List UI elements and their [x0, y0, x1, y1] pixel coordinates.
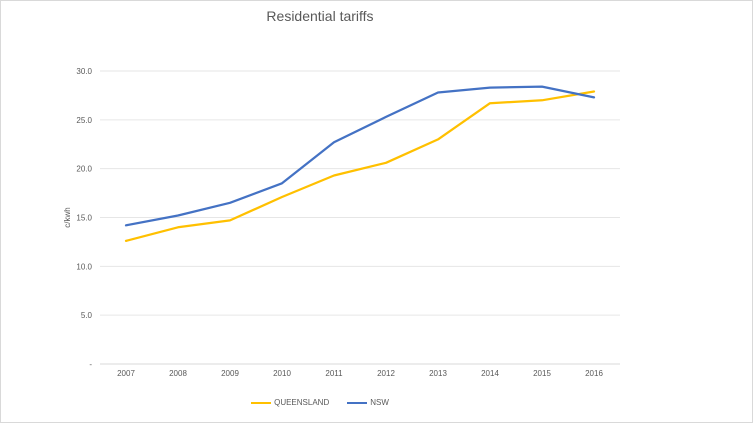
series-line-queensland	[124, 90, 596, 243]
x-tick-label: 2013	[429, 369, 447, 378]
y-tick-label: -	[89, 360, 92, 369]
x-tick-label: 2007	[117, 369, 135, 378]
x-tick-label: 2015	[533, 369, 551, 378]
x-tick-label: 2014	[481, 369, 499, 378]
y-tick-label: 10.0	[76, 262, 92, 271]
legend: QUEENSLAND NSW	[0, 398, 640, 407]
y-tick-label: 5.0	[81, 311, 93, 320]
legend-swatch	[347, 401, 368, 404]
legend-item-nsw: NSW	[347, 398, 389, 407]
y-axis-label: c/kwh	[63, 207, 72, 227]
x-tick-label: 2016	[585, 369, 603, 378]
legend-item-queensland: QUEENSLAND	[251, 398, 329, 407]
y-tick-label: 30.0	[76, 67, 92, 76]
y-tick-label: 15.0	[76, 214, 92, 223]
x-tick-label: 2009	[221, 369, 239, 378]
series-line-nsw	[124, 85, 596, 227]
x-tick-label: 2012	[377, 369, 395, 378]
x-tick-label: 2011	[325, 369, 343, 378]
x-tick-label: 2008	[169, 369, 187, 378]
chart-title: Residential tariffs	[266, 8, 374, 24]
y-tick-label: 25.0	[76, 116, 92, 125]
x-tick-label: 2010	[273, 369, 291, 378]
y-tick-label: 20.0	[76, 165, 92, 174]
legend-label: QUEENSLAND	[274, 398, 330, 407]
legend-label: NSW	[370, 398, 389, 407]
legend-swatch	[251, 401, 272, 404]
